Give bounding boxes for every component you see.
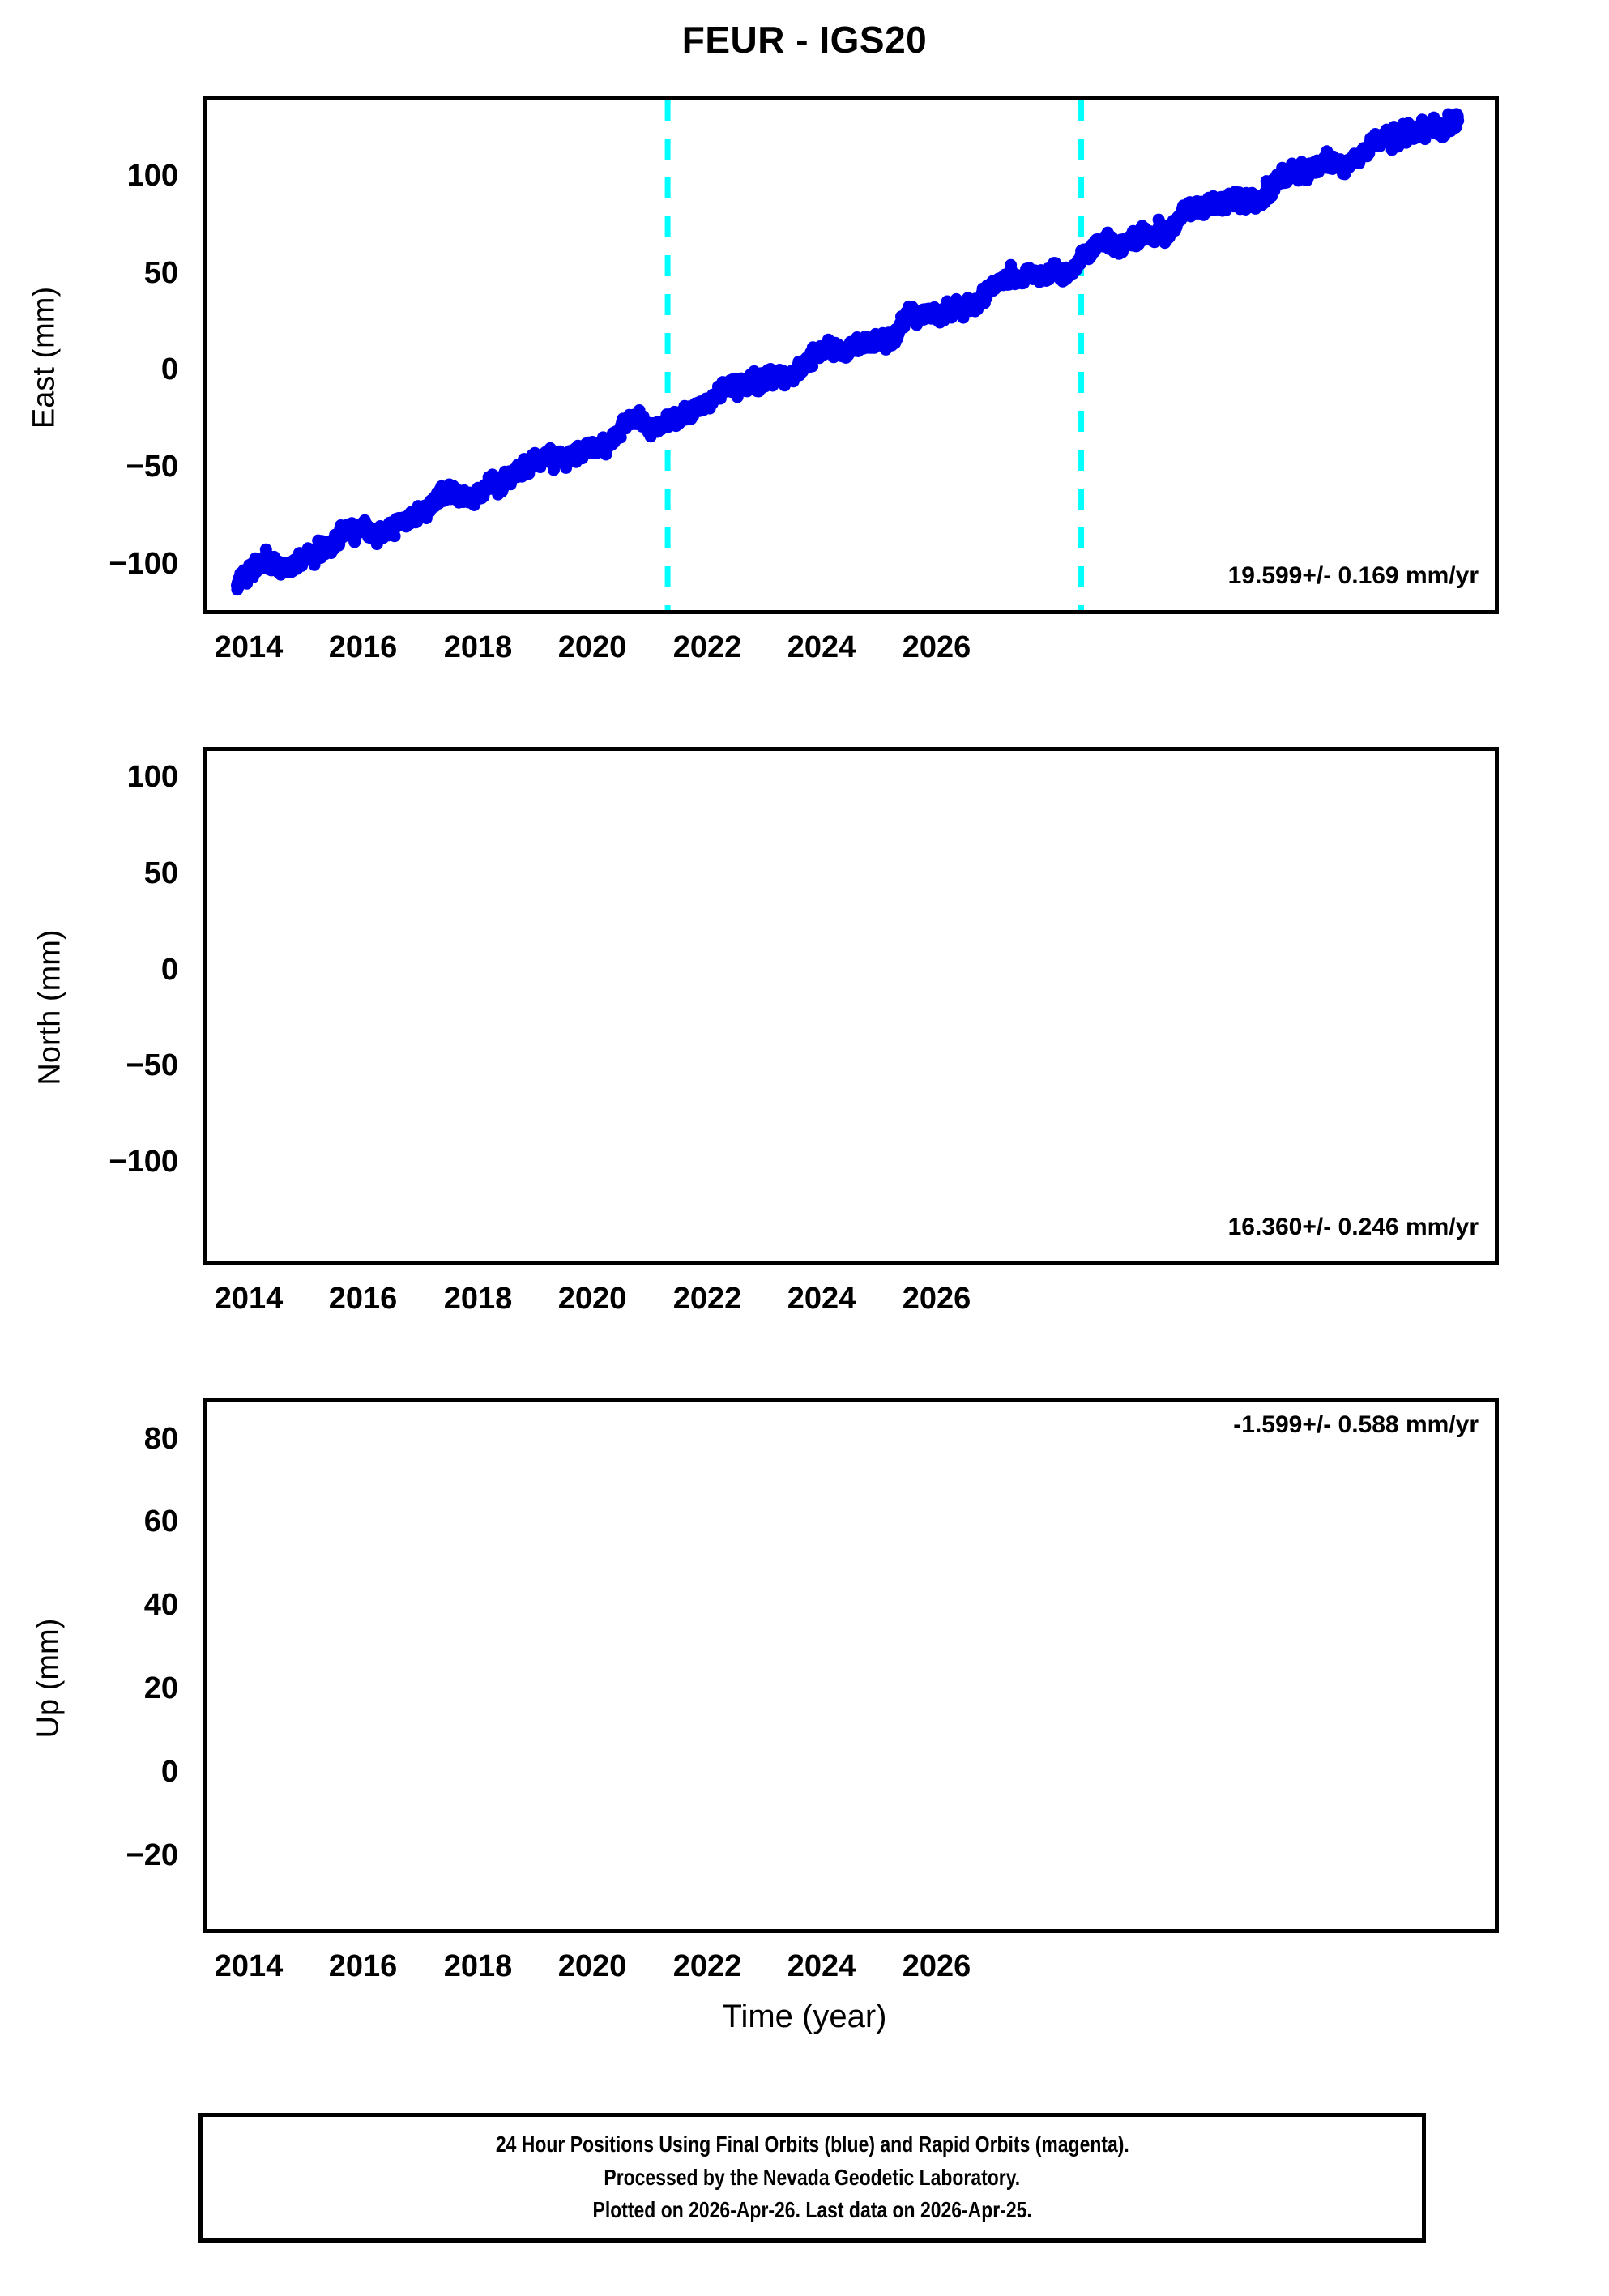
footer-line-2: Processed by the Nevada Geodetic Laborat… [604, 2164, 1021, 2190]
xtick-east-5: 2024 [787, 630, 856, 664]
ytick-north-2: 0 [160, 953, 178, 987]
xtick-north-4: 2022 [672, 1282, 742, 1316]
xtick-north-6: 2026 [902, 1282, 971, 1316]
plot-area-up [203, 1398, 1499, 1933]
plot-canvas-up [207, 1402, 1495, 1929]
footer-note-box: 24 Hour Positions Using Final Orbits (bl… [198, 2113, 1426, 2243]
xtick-east-1: 2016 [328, 630, 398, 664]
ytick-up-0: 80 [143, 1422, 178, 1456]
xtick-north-3: 2020 [557, 1282, 627, 1316]
ytick-up-2: 40 [143, 1588, 178, 1622]
ytick-up-5: −20 [126, 1838, 178, 1872]
xtick-up-0: 2014 [214, 1949, 284, 1983]
footer-line-3: Plotted on 2026-Apr-26. Last data on 202… [592, 2197, 1032, 2223]
xtick-up-4: 2022 [672, 1949, 742, 1983]
ytick-up-1: 60 [143, 1504, 178, 1538]
rate-annotation-north: 16.360+/- 0.246 mm/yr [1227, 1214, 1479, 1240]
axis-label-time: Time (year) [722, 1999, 887, 2034]
ytick-north-0: 100 [126, 760, 178, 794]
xtick-up-5: 2024 [787, 1949, 856, 1983]
ytick-north-4: −100 [109, 1145, 178, 1179]
ytick-east-0: 100 [126, 159, 178, 193]
xtick-east-3: 2020 [557, 630, 627, 664]
series-final-orbits [231, 108, 1465, 596]
xtick-up-2: 2018 [443, 1949, 513, 1983]
xtick-north-1: 2016 [328, 1282, 398, 1316]
ytick-up-3: 20 [143, 1671, 178, 1705]
plot-canvas-east [231, 100, 1465, 610]
xtick-up-3: 2020 [557, 1949, 627, 1983]
ytick-north-3: −50 [126, 1048, 178, 1082]
xtick-up-6: 2026 [902, 1949, 971, 1983]
xtick-east-0: 2014 [214, 630, 284, 664]
ytick-north-1: 50 [143, 856, 178, 890]
rate-annotation-up: -1.599+/- 0.588 mm/yr [1233, 1411, 1479, 1438]
ytick-east-4: −100 [109, 547, 178, 581]
axis-label-north: North (mm) [32, 929, 67, 1086]
footer-line-1: 24 Hour Positions Using Final Orbits (bl… [495, 2132, 1129, 2157]
xtick-north-5: 2024 [787, 1282, 856, 1316]
xtick-east-4: 2022 [672, 630, 742, 664]
plot-area-east [203, 96, 1499, 614]
ytick-east-2: 0 [160, 352, 178, 386]
plot-canvas-north [207, 751, 1495, 1261]
xtick-north-0: 2014 [214, 1282, 284, 1316]
rate-annotation-east: 19.599+/- 0.169 mm/yr [1227, 562, 1479, 589]
plot-area-north [203, 747, 1499, 1265]
xtick-east-6: 2026 [902, 630, 971, 664]
ytick-up-4: 0 [160, 1755, 178, 1789]
xtick-east-2: 2018 [443, 630, 513, 664]
page-title: FEUR - IGS20 [681, 19, 928, 61]
xtick-north-2: 2018 [443, 1282, 513, 1316]
ytick-east-3: −50 [126, 450, 178, 484]
xtick-up-1: 2016 [328, 1949, 398, 1983]
ytick-east-1: 50 [143, 256, 178, 290]
